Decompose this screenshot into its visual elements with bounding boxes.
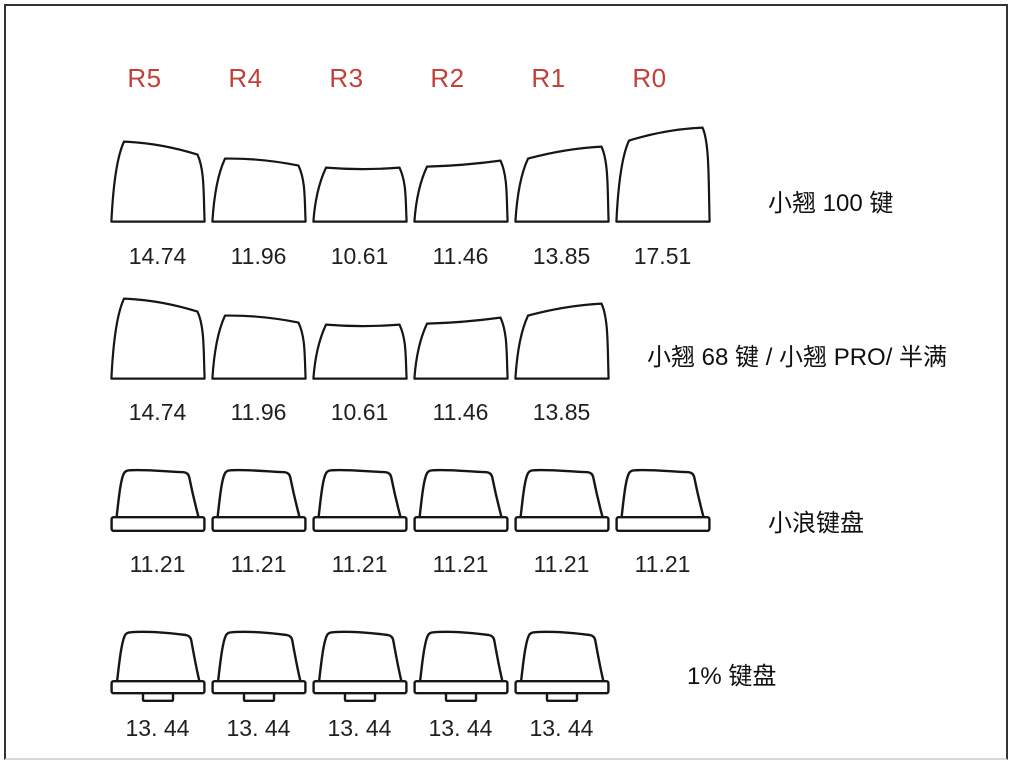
keycap-profile-R2-icon <box>412 316 509 380</box>
key-xiaoqiao-68-R2: 11.46 <box>410 275 511 426</box>
keycap-profile-R3-icon <box>311 323 408 380</box>
key-xiaoqiao-100-R4: 11.96 <box>208 118 309 270</box>
keycap-height-value: 10.61 <box>330 243 389 269</box>
column-header-label: R5 <box>127 63 162 93</box>
key-one-percent-R5: 13. 44 <box>107 627 208 742</box>
key-xiaolang-R5: 11.21 <box>107 465 208 578</box>
keycap-profile-flat-stem-icon <box>109 630 206 702</box>
key-xiaoqiao-68-R1: 13.85 <box>511 275 612 426</box>
column-header-R3: R3 <box>309 63 410 94</box>
keycap-height-value: 11.21 <box>129 551 186 577</box>
keycap-height-value: 13. 44 <box>428 715 493 741</box>
keycap-height-value: 17.51 <box>633 243 692 269</box>
keycap-profile-flat-skirt-icon <box>513 468 610 533</box>
column-header-label: R4 <box>228 63 263 93</box>
keycap-profile-flat-skirt-icon <box>109 468 206 533</box>
keycap-height-value: 11.21 <box>230 551 287 577</box>
keycap-height-value: 13. 44 <box>327 715 392 741</box>
key-xiaoqiao-100-R0: 17.51 <box>612 118 713 270</box>
column-header-R4: R4 <box>208 63 309 94</box>
key-one-percent-R4: 13. 44 <box>208 627 309 742</box>
key-xiaoqiao-68-R3: 10.61 <box>309 275 410 426</box>
keycap-profile-R1-icon <box>513 302 610 380</box>
key-one-percent-R1: 13. 44 <box>511 627 612 742</box>
keycap-height-value: 11.46 <box>432 243 489 269</box>
keycap-height-value: 11.96 <box>230 243 287 269</box>
key-xiaoqiao-100-R1: 13.85 <box>511 118 612 270</box>
key-row-xiaolang: 11.21 11.21 11.21 11.21 11.21 11.21 <box>107 465 713 578</box>
keycap-height-value: 11.96 <box>230 399 287 425</box>
key-xiaoqiao-100-R3: 10.61 <box>309 118 410 270</box>
row-label-one-percent: 1% 键盘 <box>687 663 777 690</box>
column-header-label: R0 <box>632 63 667 93</box>
column-header-R1: R1 <box>511 63 612 94</box>
keycap-height-value: 11.21 <box>331 551 388 577</box>
keycap-profile-flat-skirt-icon <box>412 468 509 533</box>
key-xiaolang-R3: 11.21 <box>309 465 410 578</box>
column-header-label: R3 <box>329 63 364 93</box>
key-xiaolang-R2: 11.21 <box>410 465 511 578</box>
keycap-profile-R4-icon <box>210 157 307 223</box>
keycap-height-value: 13.85 <box>532 399 591 425</box>
key-xiaoqiao-100-R5: 14.74 <box>107 118 208 270</box>
key-xiaoqiao-68-R4: 11.96 <box>208 275 309 426</box>
keycap-profile-flat-stem-icon <box>210 630 307 702</box>
key-xiaolang-R1: 11.21 <box>511 465 612 578</box>
keycap-profile-R1-icon <box>513 145 610 223</box>
keycap-profile-R5-icon <box>109 140 206 223</box>
key-xiaolang-R4: 11.21 <box>208 465 309 578</box>
keycap-profile-R0-icon <box>614 126 711 223</box>
keycap-profile-R4-icon <box>210 314 307 380</box>
keycap-height-value: 11.21 <box>432 551 489 577</box>
keycap-profile-R3-icon <box>311 166 408 223</box>
row-label-xiaoqiao-100: 小翘 100 键 <box>768 190 894 217</box>
keycap-height-value: 14.74 <box>128 243 187 269</box>
keycap-profile-flat-skirt-icon <box>614 468 711 533</box>
keycap-profile-flat-stem-icon <box>412 630 509 702</box>
keycap-profile-flat-skirt-icon <box>210 468 307 533</box>
row-label-xiaoqiao-68: 小翘 68 键 / 小翘 PRO/ 半满 <box>647 344 948 371</box>
keycap-height-value: 13. 44 <box>226 715 291 741</box>
key-one-percent-R3: 13. 44 <box>309 627 410 742</box>
row-label-xiaolang: 小浪键盘 <box>768 510 864 537</box>
key-row-xiaoqiao-68: 14.74 11.96 10.61 11.46 13.85 <box>107 275 612 426</box>
keycap-profile-flat-stem-icon <box>311 630 408 702</box>
keycap-height-value: 11.46 <box>432 399 489 425</box>
key-xiaoqiao-100-R2: 11.46 <box>410 118 511 270</box>
column-header-label: R1 <box>531 63 566 93</box>
keycap-profile-flat-stem-icon <box>513 630 610 702</box>
keycap-height-value: 13. 44 <box>125 715 190 741</box>
keycap-height-value: 10.61 <box>330 399 389 425</box>
column-header-row: R5 R4 R3 R2 R1 R0 <box>107 63 713 94</box>
keycap-height-value: 13.85 <box>532 243 591 269</box>
key-xiaoqiao-68-R5: 14.74 <box>107 275 208 426</box>
column-header-label: R2 <box>430 63 465 93</box>
key-row-xiaoqiao-100: 14.74 11.96 10.61 11.46 13.85 17.51 <box>107 118 713 270</box>
column-header-R0: R0 <box>612 63 713 94</box>
keycap-height-value: 11.21 <box>634 551 691 577</box>
keycap-profile-R5-icon <box>109 297 206 380</box>
key-xiaolang-R0: 11.21 <box>612 465 713 578</box>
keycap-height-value: 11.21 <box>533 551 590 577</box>
keycap-height-value: 13. 44 <box>529 715 594 741</box>
key-one-percent-R2: 13. 44 <box>410 627 511 742</box>
keycap-profile-R2-icon <box>412 159 509 223</box>
keycap-profile-flat-skirt-icon <box>311 468 408 533</box>
column-header-R5: R5 <box>107 63 208 94</box>
keycap-height-value: 14.74 <box>128 399 187 425</box>
key-row-one-percent: 13. 44 13. 44 13. 44 13. 44 13. 44 <box>107 627 612 742</box>
column-header-R2: R2 <box>410 63 511 94</box>
